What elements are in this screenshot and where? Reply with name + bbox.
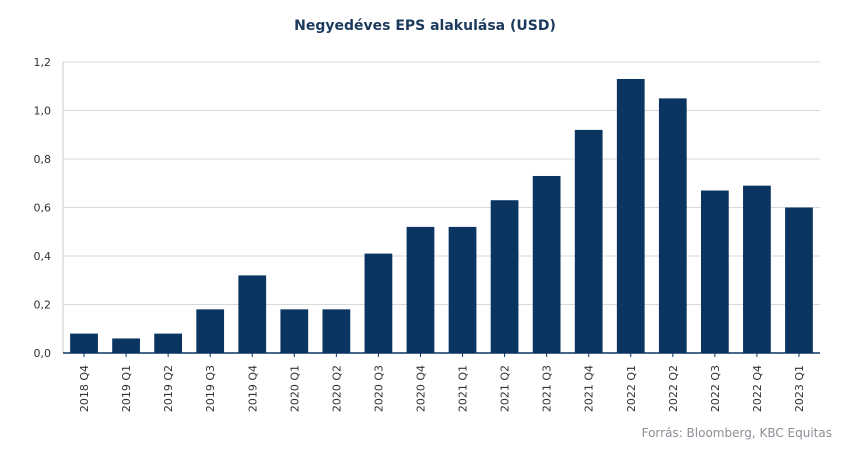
bar	[364, 253, 393, 353]
x-tick-label: 2022 Q1	[625, 365, 638, 412]
y-tick-label: 0,2	[34, 299, 52, 312]
x-tick-label: 2018 Q4	[78, 365, 91, 412]
bar	[532, 175, 561, 353]
x-axis: 2018 Q4 2019 Q1 2019 Q2 2019 Q3 2019 Q4 2020 …	[63, 352, 820, 412]
x-tick-label: 2020 Q2	[330, 365, 343, 412]
x-tick-label: 2021 Q2	[499, 365, 512, 412]
y-tick-label: 1,2	[34, 56, 52, 69]
x-tick-label: 2022 Q4	[751, 365, 764, 412]
y-tick-label: 0,4	[34, 250, 52, 263]
bar	[574, 129, 603, 353]
x-tick-label: 2023 Q1	[793, 365, 806, 412]
x-tick-label: 2020 Q4	[414, 365, 427, 412]
bar	[490, 200, 519, 353]
x-tick-label: 2019 Q4	[246, 365, 259, 412]
y-tick-label: 0,6	[34, 202, 52, 215]
bar	[658, 98, 687, 353]
bar	[196, 309, 225, 353]
x-tick-label: 2021 Q1	[457, 365, 470, 412]
x-tick-label: 2019 Q3	[204, 365, 217, 412]
bar	[280, 309, 309, 353]
bar	[154, 333, 183, 353]
bars	[70, 78, 813, 353]
bar	[238, 275, 267, 353]
bar	[785, 207, 813, 353]
y-axis: 0,0 0,2 0,4 0,6 0,8 1,0 1,2	[34, 56, 64, 360]
x-tick-label: 2020 Q3	[372, 365, 385, 412]
bar	[448, 226, 477, 353]
x-tick-label: 2022 Q2	[667, 365, 680, 412]
bar	[406, 226, 435, 353]
x-tick-label: 2021 Q4	[583, 365, 596, 412]
source-note: Forrás: Bloomberg, KBC Equitas	[641, 426, 832, 440]
x-tick-label: 2019 Q2	[162, 365, 175, 412]
x-tick-label: 2020 Q1	[288, 365, 301, 412]
y-tick-label: 0,8	[34, 153, 52, 166]
bar	[700, 190, 729, 353]
y-tick-label: 1,0	[34, 105, 52, 118]
bar	[70, 333, 98, 353]
bar	[322, 309, 351, 353]
bar	[112, 338, 140, 353]
gridlines	[63, 61, 820, 305]
y-tick-label: 0,0	[34, 347, 52, 360]
bar	[743, 185, 771, 353]
chart-title: Negyedéves EPS alakulása (USD)	[294, 18, 556, 34]
x-tick-label: 2021 Q3	[541, 365, 554, 412]
x-tick-label: 2022 Q3	[709, 365, 722, 412]
x-tick-label: 2019 Q1	[120, 365, 133, 412]
bar	[616, 78, 645, 353]
